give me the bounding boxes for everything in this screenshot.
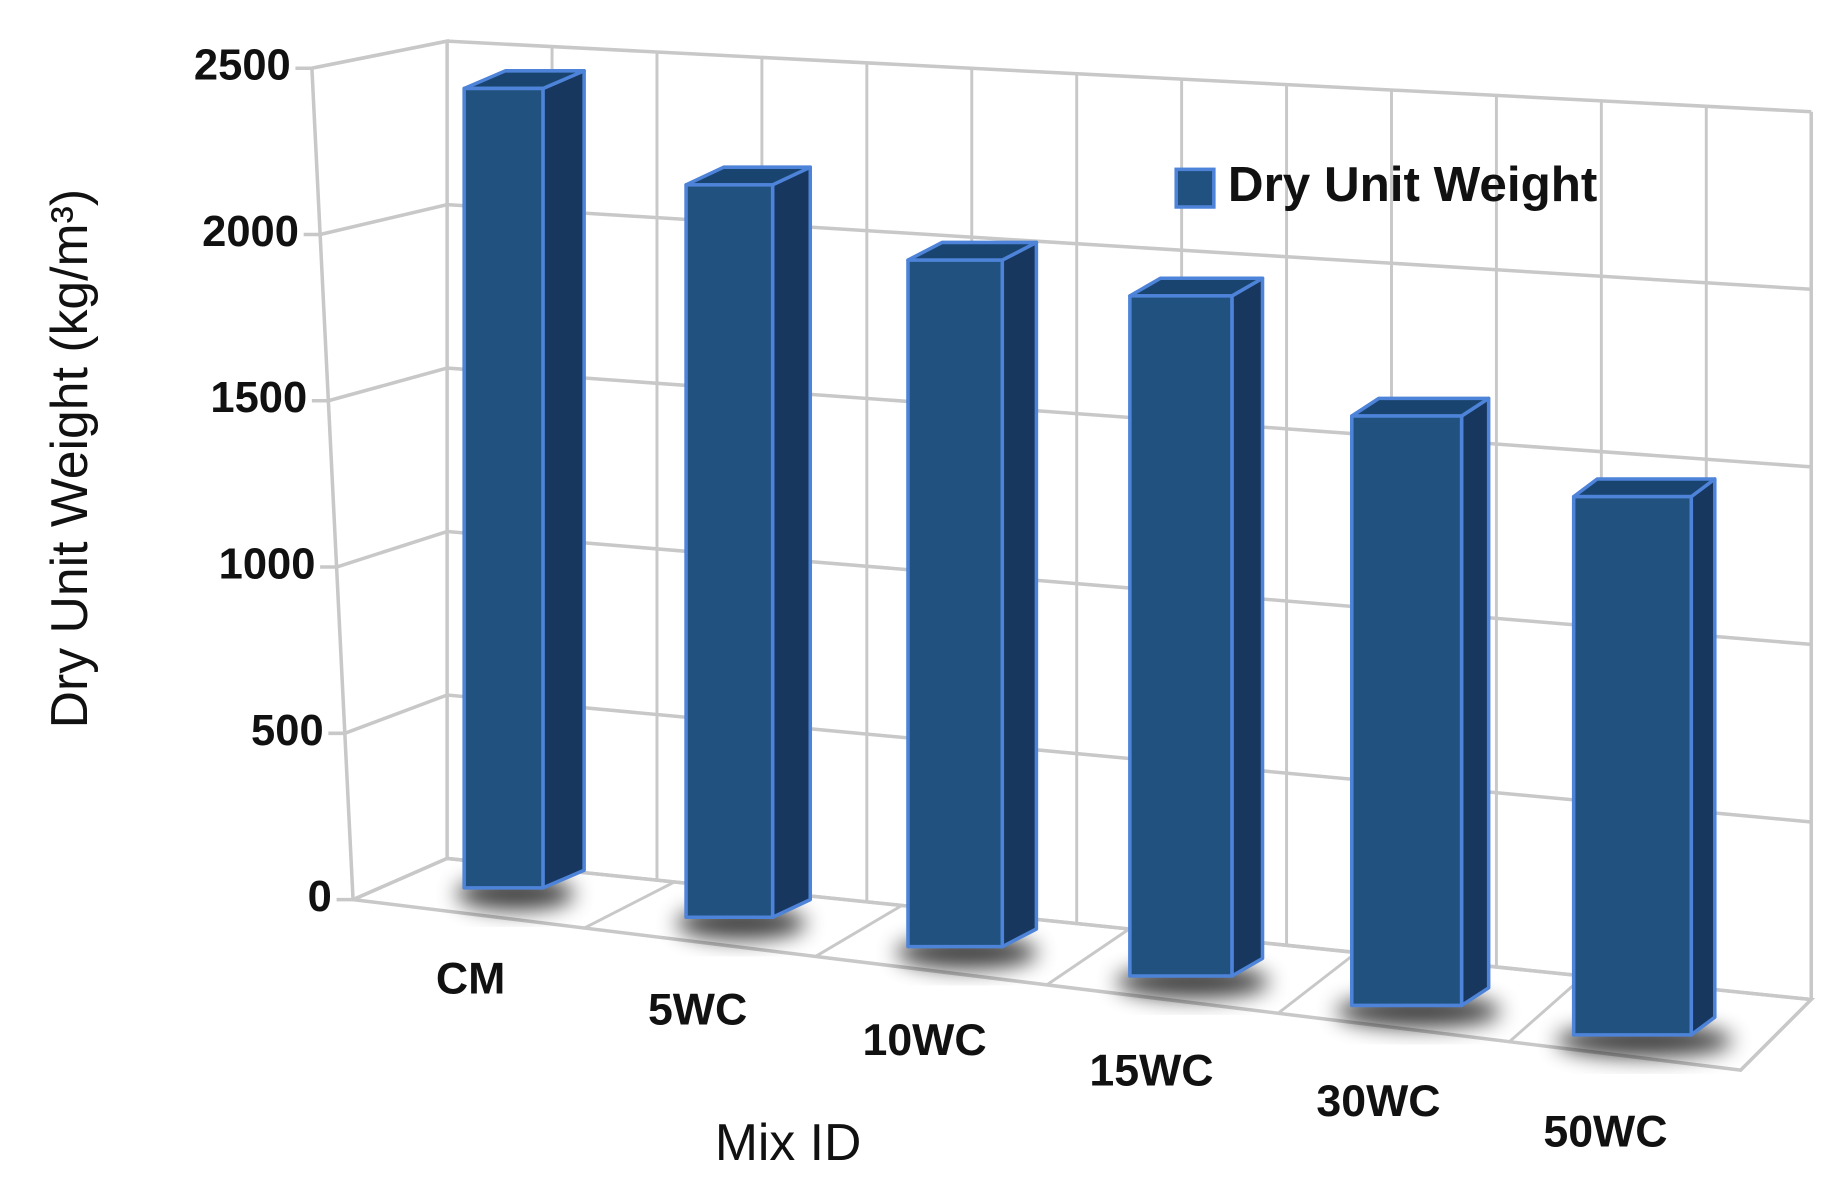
y-tick-label: 1500 bbox=[210, 374, 307, 422]
bar bbox=[462, 86, 545, 890]
bar-side bbox=[1459, 396, 1491, 1008]
bar-top bbox=[1571, 477, 1717, 499]
x-axis-title: Mix ID bbox=[715, 1113, 862, 1171]
x-tick-label: 10WC bbox=[862, 1016, 986, 1065]
y-tick-label: 2500 bbox=[194, 42, 291, 90]
floor-divider bbox=[1046, 927, 1130, 987]
y-tick-label: 0 bbox=[308, 873, 332, 921]
y-tick-label: 2000 bbox=[202, 208, 299, 256]
y-tick-label: 1000 bbox=[219, 541, 316, 589]
x-tick-label: 15WC bbox=[1089, 1046, 1213, 1095]
bar bbox=[1350, 414, 1464, 1008]
bar bbox=[1571, 494, 1694, 1037]
bar bbox=[684, 183, 775, 920]
bar bbox=[906, 258, 1005, 949]
bar-side bbox=[1689, 477, 1717, 1037]
x-tick-label: 50WC bbox=[1543, 1108, 1667, 1157]
left-wall bbox=[310, 39, 449, 900]
bars bbox=[456, 69, 1733, 1058]
bar-side bbox=[1000, 240, 1039, 949]
y-tick-label: 500 bbox=[251, 707, 324, 755]
bar-side bbox=[541, 69, 586, 890]
x-tick-label: 30WC bbox=[1316, 1077, 1440, 1126]
labels: 0 500 1000 1500 2000 2500 CM 5WC 10WC 15WC 30WC 50W… bbox=[194, 42, 1668, 1157]
x-tick-label: CM bbox=[436, 955, 505, 1004]
floor-divider bbox=[1277, 951, 1358, 1015]
x-tick-label: 5WC bbox=[648, 985, 747, 1034]
y-axis-title: Dry Unit Weight (kg/m³) bbox=[40, 189, 98, 728]
floor-divider bbox=[814, 904, 903, 958]
floor-divider bbox=[583, 880, 676, 930]
bar-side bbox=[1230, 276, 1265, 978]
floor-divider bbox=[1508, 974, 1585, 1043]
bar-side bbox=[770, 165, 813, 920]
bar-top bbox=[1350, 396, 1491, 418]
bar bbox=[1128, 294, 1234, 978]
grid-line bbox=[311, 39, 1812, 114]
legend-label: Dry Unit Weight bbox=[1228, 157, 1597, 212]
grid-line bbox=[319, 202, 1812, 292]
legend-swatch bbox=[1174, 167, 1216, 209]
legend: Dry Unit Weight bbox=[1174, 157, 1597, 212]
